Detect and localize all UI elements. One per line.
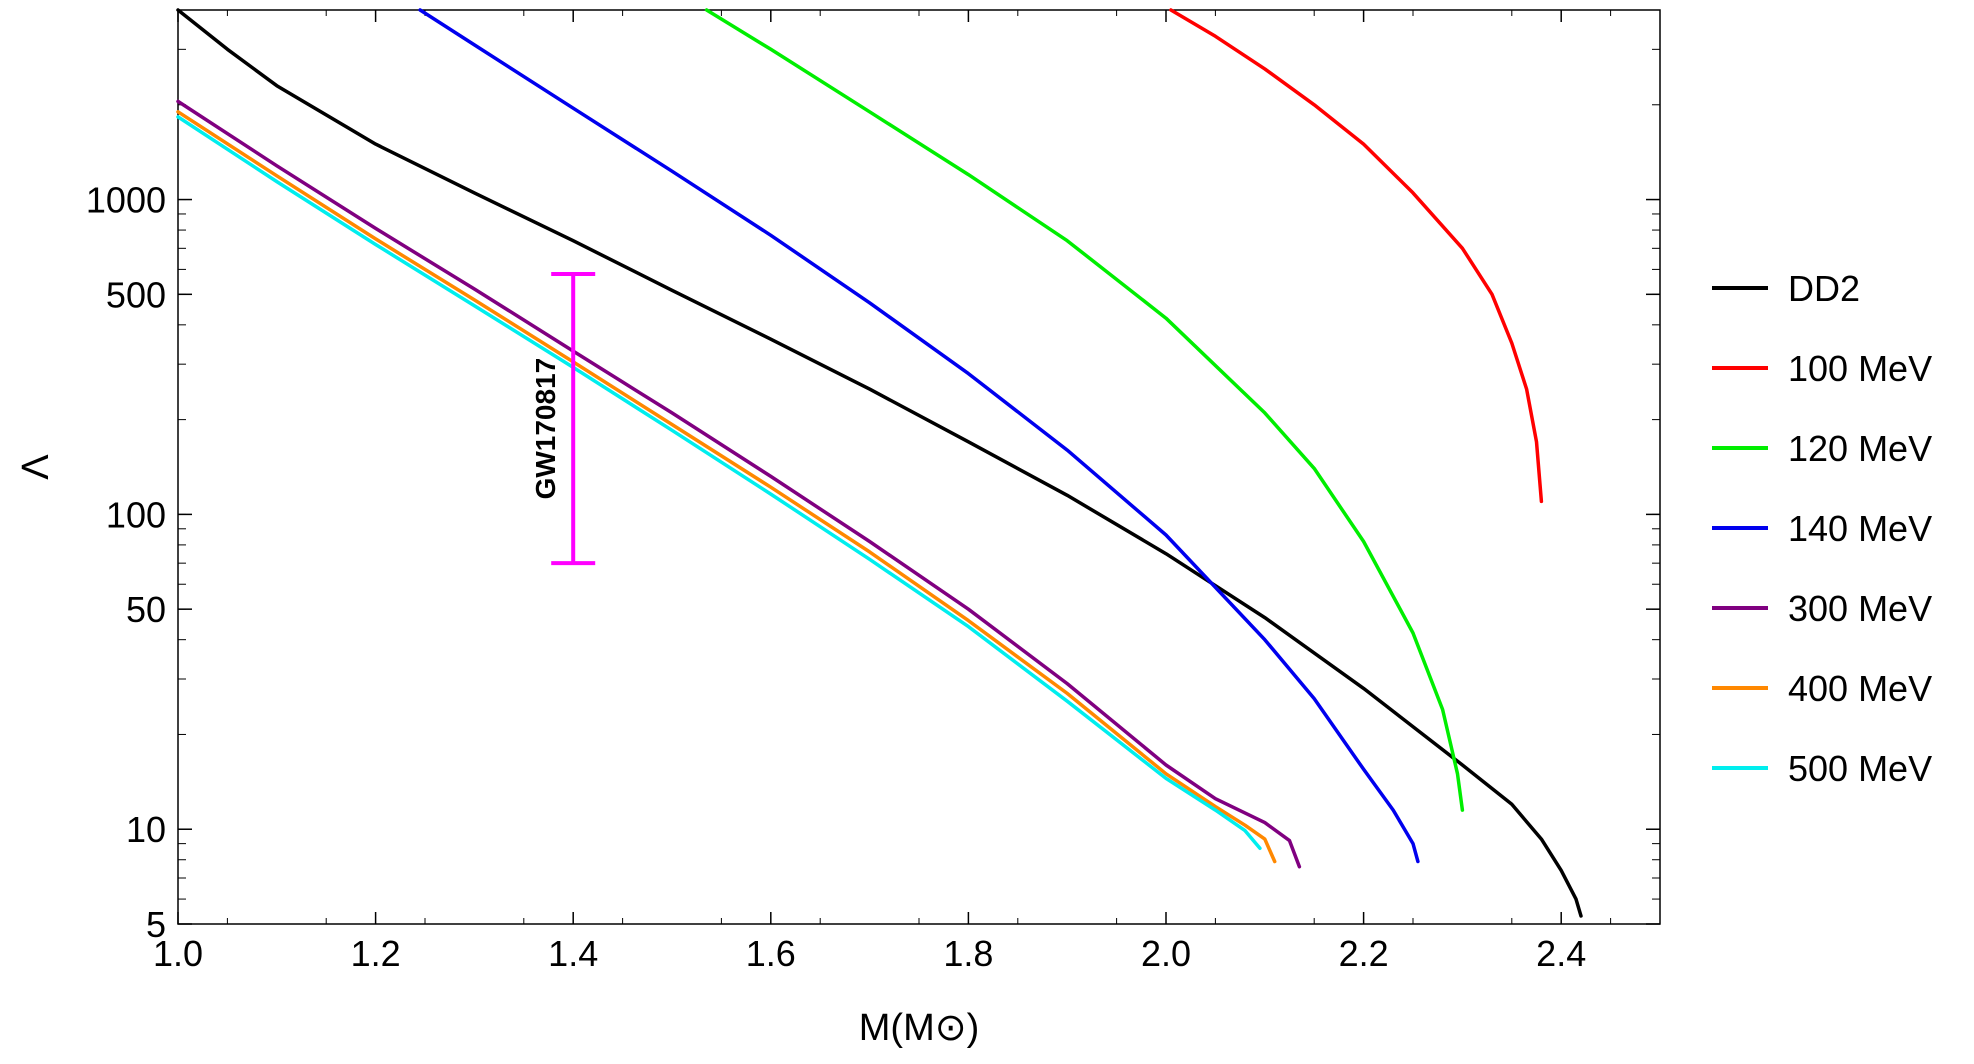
legend-label-400-mev: 400 MeV <box>1788 668 1932 709</box>
series-line-400-mev <box>176 110 1277 864</box>
x-tick-label: 2.0 <box>1141 933 1191 974</box>
x-tick-label: 1.6 <box>746 933 796 974</box>
x-tick-label: 1.4 <box>548 933 598 974</box>
x-tick-label: 1.2 <box>351 933 401 974</box>
y-axis-ticks: 5 10 50 100 500 1000 <box>86 180 1660 945</box>
legend-label-100-mev: 100 MeV <box>1788 348 1932 389</box>
annotation-label: GW170817 <box>530 358 561 500</box>
x-axis-ticks: 1.0 1.2 1.4 1.6 1.8 2.0 2.2 2.4 <box>153 10 1586 974</box>
x-tick-label: 1.8 <box>943 933 993 974</box>
legend-label-dd2: DD2 <box>1788 268 1860 309</box>
y-axis-title: Λ <box>15 454 57 480</box>
minor-ticks <box>178 9 1660 925</box>
x-tick-label: 1.0 <box>153 933 203 974</box>
legend: DD2 100 MeV 120 MeV 140 MeV 300 MeV 400 MeV 50… <box>1712 268 1932 789</box>
y-tick-label: 100 <box>106 494 166 535</box>
series-line-120-mev <box>704 8 1465 812</box>
series-line-300-mev <box>176 99 1302 869</box>
legend-label-140-mev: 140 MeV <box>1788 508 1932 549</box>
series-line-140-mev <box>418 8 1420 864</box>
y-tick-label: 10 <box>126 809 166 850</box>
legend-label-300-mev: 300 MeV <box>1788 588 1932 629</box>
series-line-100-mev <box>1169 8 1544 504</box>
y-tick-label: 5 <box>146 904 166 945</box>
plot-frame <box>177 9 1661 925</box>
legend-label-120-mev: 120 MeV <box>1788 428 1932 469</box>
plot-area: 1.0 1.2 1.4 1.6 1.8 2.0 2.2 2.4 5 10 50 100 500 1000… <box>86 8 1661 974</box>
y-tick-label: 1000 <box>86 180 166 221</box>
x-tick-label: 2.2 <box>1339 933 1389 974</box>
series-lines <box>176 8 1583 918</box>
y-tick-label: 50 <box>126 589 166 630</box>
series-line-500-mev <box>176 115 1262 851</box>
annotations: GW170817 <box>530 272 596 566</box>
series-line-dd2 <box>176 8 1583 918</box>
legend-label-500-mev: 500 MeV <box>1788 748 1932 789</box>
y-tick-label: 500 <box>106 274 166 315</box>
x-tick-label: 2.4 <box>1536 933 1586 974</box>
x-axis-title: M(M⊙) <box>859 1007 979 1049</box>
